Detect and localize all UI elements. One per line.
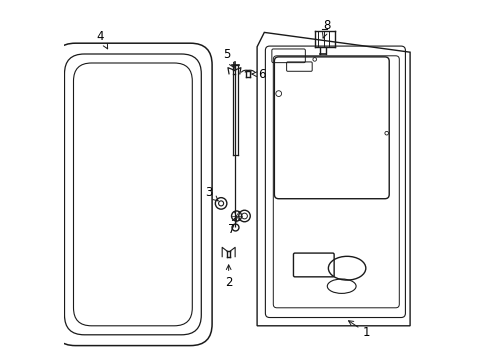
Text: 5: 5 — [223, 48, 233, 67]
Text: 3: 3 — [204, 186, 218, 201]
Text: 8: 8 — [322, 19, 330, 38]
Text: 6: 6 — [251, 68, 265, 81]
Circle shape — [238, 210, 250, 222]
Text: 7: 7 — [227, 217, 236, 236]
Text: 4: 4 — [97, 30, 107, 49]
Text: 1: 1 — [348, 321, 370, 339]
Text: 2: 2 — [224, 265, 232, 289]
